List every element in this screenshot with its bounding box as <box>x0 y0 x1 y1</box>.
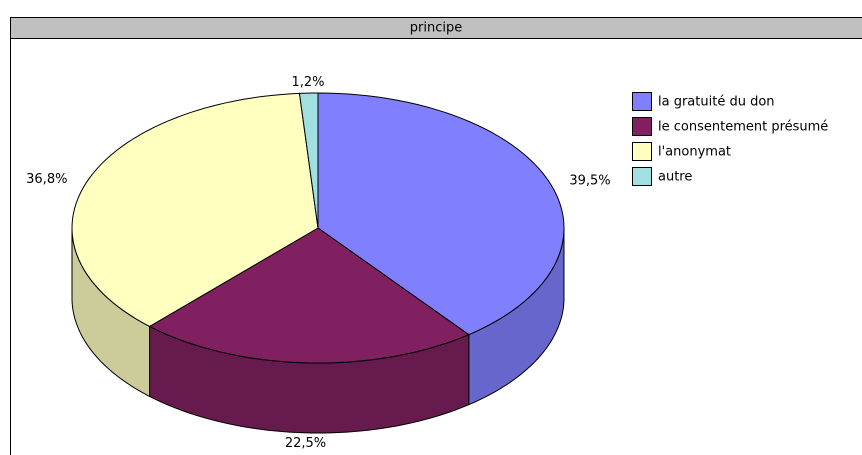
legend-swatch <box>632 117 652 136</box>
chart-title: principe <box>410 21 462 36</box>
data-label: 36,8% <box>26 172 67 187</box>
pie-slice <box>298 92 319 229</box>
title-bar <box>10 17 862 39</box>
data-label: 39,5% <box>569 173 610 188</box>
pie-slice <box>148 227 470 364</box>
legend-label: l'anonymat <box>658 145 731 160</box>
pie-slice <box>317 92 565 336</box>
legend-swatch <box>632 92 652 111</box>
legend-label: autre <box>658 170 692 185</box>
data-label: 1,2% <box>291 75 324 90</box>
data-label: 22,5% <box>285 436 326 451</box>
legend-swatch <box>632 167 652 186</box>
legend-swatch <box>632 142 652 161</box>
pie-slice <box>71 92 319 327</box>
legend-label: le consentement présumé <box>658 120 828 135</box>
legend-label: la gratuité du don <box>658 95 775 110</box>
